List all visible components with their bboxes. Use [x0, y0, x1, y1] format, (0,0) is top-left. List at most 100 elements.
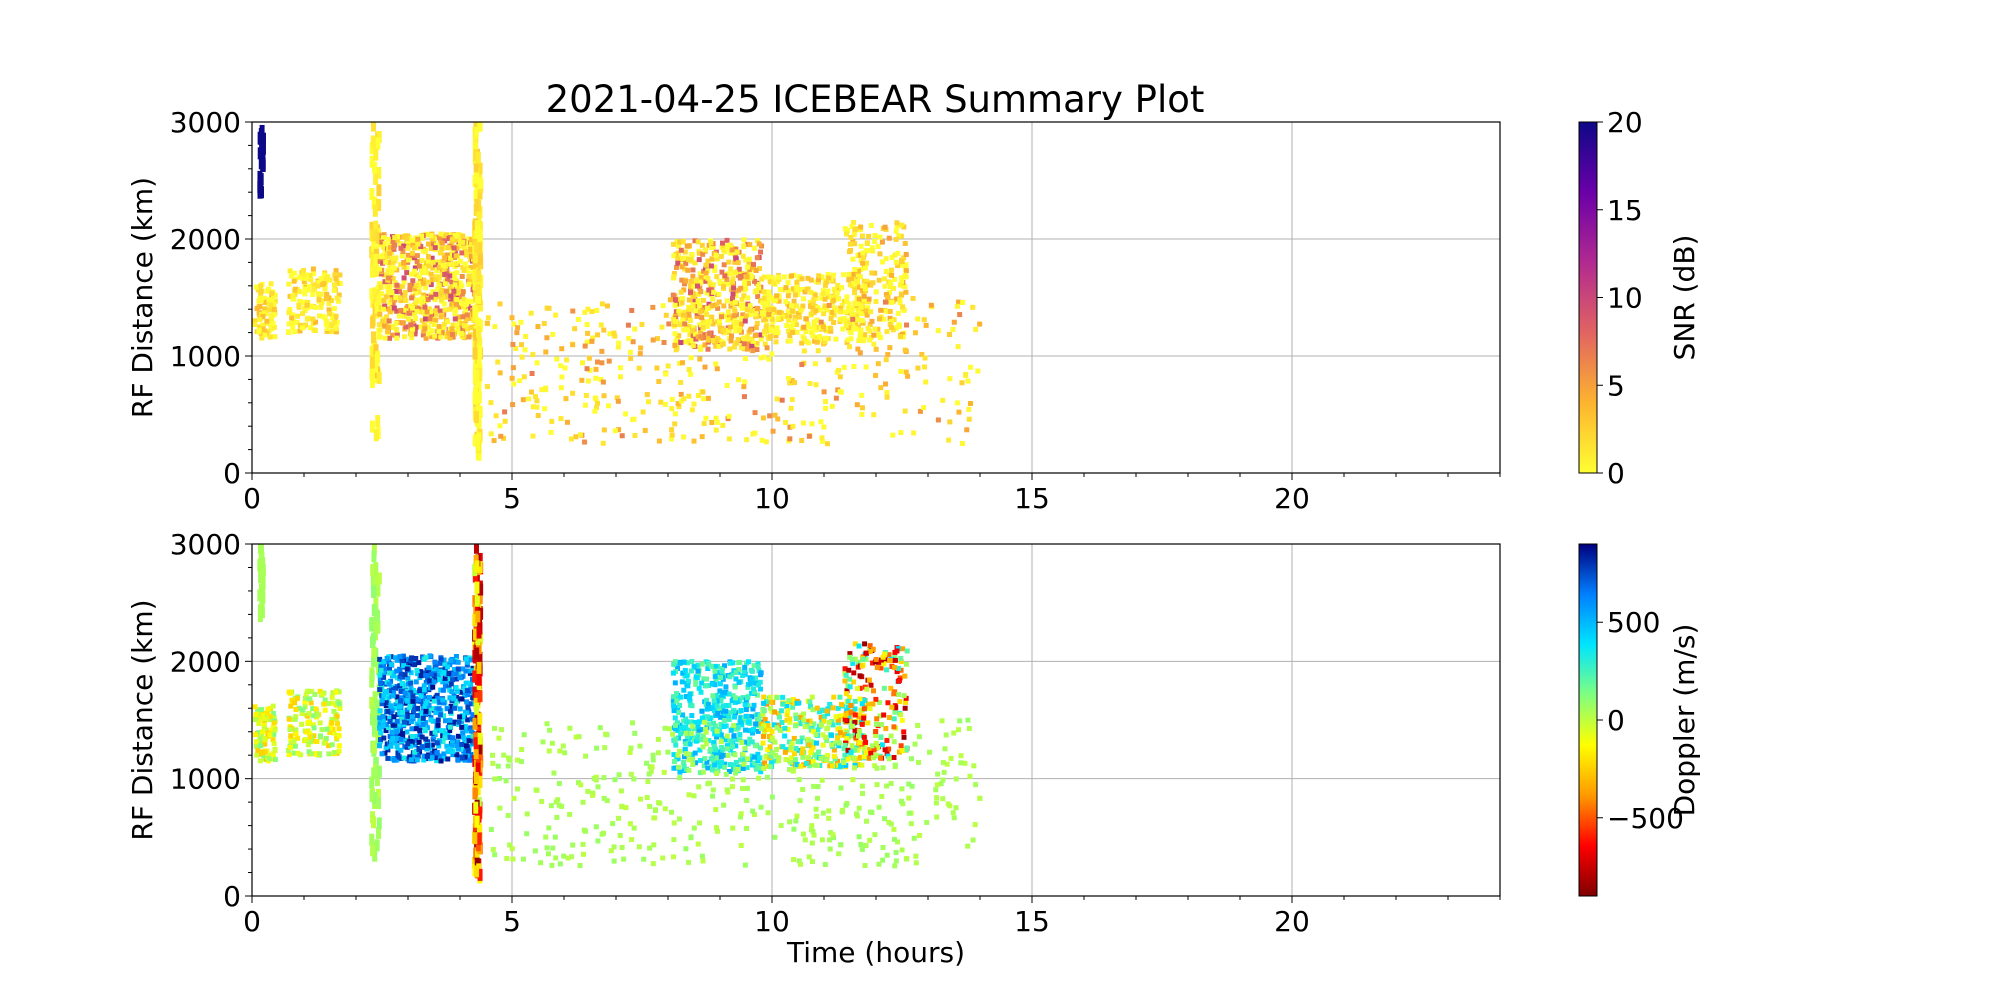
- data-point: [903, 695, 909, 701]
- data-point: [670, 694, 676, 700]
- data-point: [887, 658, 893, 664]
- data-point: [375, 621, 381, 634]
- data-point: [419, 258, 425, 264]
- data-point: [706, 301, 712, 307]
- data-point: [677, 769, 683, 775]
- data-point: [258, 743, 264, 749]
- data-point: [697, 309, 703, 315]
- data-point: [387, 666, 393, 672]
- data-point: [332, 701, 338, 707]
- data-point: [473, 270, 479, 283]
- data-point: [396, 313, 402, 319]
- data-point: [746, 341, 752, 347]
- data-point: [488, 400, 494, 406]
- data-point: [393, 294, 399, 300]
- data-point: [447, 285, 453, 291]
- data-point: [784, 717, 790, 723]
- data-point: [697, 279, 703, 285]
- data-point: [406, 310, 412, 316]
- data-point: [374, 774, 380, 787]
- data-point: [472, 278, 478, 291]
- data-point: [684, 734, 690, 740]
- data-point: [398, 756, 404, 762]
- data-point: [474, 581, 480, 594]
- data-point: [416, 739, 422, 745]
- data-point: [369, 316, 375, 329]
- data-point: [266, 286, 272, 292]
- data-point: [373, 562, 379, 575]
- data-point: [302, 699, 308, 705]
- data-point: [374, 354, 380, 367]
- data-point: [723, 702, 729, 708]
- data-point: [713, 361, 719, 367]
- data-point: [435, 335, 441, 341]
- data-point: [424, 270, 430, 276]
- data-point: [468, 701, 474, 707]
- data-point: [426, 330, 432, 336]
- data-point: [463, 308, 469, 314]
- data-point: [681, 718, 687, 724]
- data-point: [492, 852, 498, 858]
- data-point: [459, 713, 465, 719]
- data-point: [510, 402, 516, 408]
- data-point: [465, 717, 471, 723]
- data-point: [387, 299, 393, 305]
- data-point: [700, 297, 706, 303]
- data-point: [780, 287, 786, 293]
- data-point: [804, 719, 810, 725]
- data-point: [859, 663, 865, 669]
- data-point: [452, 316, 458, 322]
- data-point: [837, 374, 843, 380]
- data-point: [312, 691, 318, 697]
- data-point: [710, 289, 716, 295]
- data-point: [398, 245, 404, 251]
- data-point: [844, 231, 850, 237]
- data-point: [719, 736, 725, 742]
- data-point: [714, 828, 720, 834]
- data-point: [717, 681, 723, 687]
- data-point: [957, 312, 963, 318]
- data-point: [841, 364, 847, 370]
- data-point: [371, 240, 377, 253]
- data-point: [384, 655, 390, 661]
- data-point: [419, 309, 425, 315]
- data-point: [794, 813, 800, 819]
- data-point: [464, 699, 470, 705]
- data-point: [763, 754, 769, 760]
- data-point: [450, 677, 456, 683]
- data-point: [697, 770, 703, 776]
- data-point: [765, 299, 771, 305]
- data-point: [975, 368, 981, 374]
- data-point: [805, 275, 811, 281]
- data-point: [270, 703, 276, 709]
- data-point: [434, 758, 440, 764]
- data-point: [376, 294, 382, 307]
- data-point: [885, 700, 891, 706]
- data-point: [773, 339, 779, 345]
- data-point: [883, 726, 889, 732]
- data-point: [794, 303, 800, 309]
- data-point: [874, 665, 880, 671]
- data-point: [476, 326, 482, 339]
- data-point: [713, 252, 719, 258]
- data-point: [626, 335, 632, 341]
- data-point: [742, 318, 748, 324]
- data-point: [896, 323, 902, 329]
- data-point: [895, 839, 901, 845]
- data-point: [705, 721, 711, 727]
- data-point: [671, 752, 677, 758]
- data-point: [432, 729, 438, 735]
- data-point: [862, 332, 868, 338]
- data-point: [477, 732, 483, 745]
- data-point: [885, 352, 891, 358]
- data-point: [419, 318, 425, 324]
- data-point: [582, 439, 588, 445]
- data-point: [476, 291, 482, 304]
- data-point: [762, 331, 768, 337]
- data-point: [381, 272, 387, 278]
- data-point: [430, 265, 436, 271]
- data-point: [409, 332, 415, 338]
- data-point: [688, 278, 694, 284]
- data-point: [902, 240, 908, 246]
- data-point: [258, 544, 264, 554]
